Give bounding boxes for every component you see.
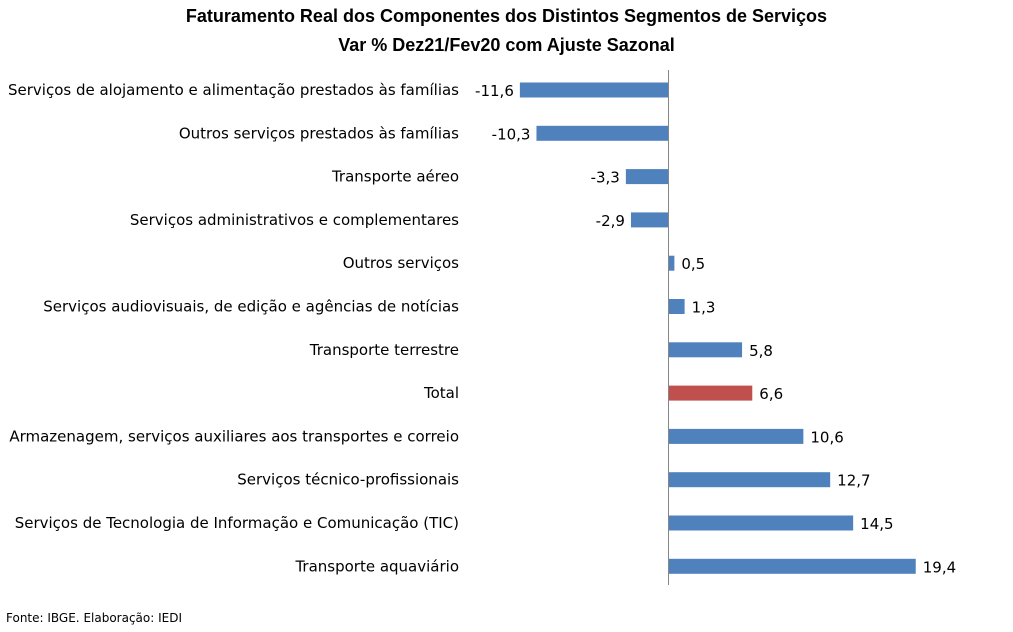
category-label-6: Transporte terrestre bbox=[309, 341, 459, 359]
category-label-0: Serviços de alojamento e alimentação pre… bbox=[8, 81, 459, 99]
value-label-5: 1,3 bbox=[692, 299, 716, 317]
bar-0 bbox=[519, 82, 668, 98]
bar-1 bbox=[536, 125, 668, 141]
value-label-4: 0,5 bbox=[681, 255, 705, 273]
bar-6 bbox=[668, 342, 743, 358]
category-label-4: Outros serviços bbox=[343, 254, 459, 272]
bar-2 bbox=[625, 169, 668, 185]
value-label-7: 6,6 bbox=[759, 385, 783, 403]
bar-5 bbox=[668, 299, 685, 314]
value-label-11: 19,4 bbox=[923, 558, 956, 576]
bar-3 bbox=[630, 212, 668, 228]
chart-subtitle: Var % Dez21/Fev20 com Ajuste Sazonal bbox=[338, 35, 675, 55]
bar-7 bbox=[668, 385, 753, 401]
category-label-8: Armazenagem, serviços auxiliares aos tra… bbox=[9, 427, 459, 445]
value-label-0: -11,6 bbox=[475, 82, 514, 100]
value-label-9: 12,7 bbox=[837, 472, 870, 490]
category-label-7: Total bbox=[423, 384, 459, 402]
category-label-11: Transporte aquaviário bbox=[294, 557, 459, 575]
bar-4 bbox=[668, 255, 675, 271]
category-label-3: Serviços administrativos e complementare… bbox=[130, 211, 459, 229]
category-label-5: Serviços audiovisuais, de edição e agênc… bbox=[43, 298, 459, 316]
bar-10 bbox=[668, 515, 854, 531]
value-label-3: -2,9 bbox=[596, 212, 625, 230]
value-label-8: 10,6 bbox=[810, 428, 843, 446]
category-label-1: Outros serviços prestados às famílias bbox=[179, 124, 459, 142]
value-label-2: -3,3 bbox=[591, 169, 620, 187]
chart-title: Faturamento Real dos Componentes dos Dis… bbox=[185, 6, 828, 26]
value-label-1: -10,3 bbox=[492, 125, 531, 143]
bar-9 bbox=[668, 472, 831, 488]
category-label-2: Transporte aéreo bbox=[331, 168, 459, 186]
category-label-10: Serviços de Tecnologia de Informação e C… bbox=[15, 514, 459, 532]
value-label-10: 14,5 bbox=[860, 515, 893, 533]
bar-11 bbox=[668, 558, 916, 574]
category-label-9: Serviços técnico-profissionais bbox=[237, 471, 459, 489]
bar-8 bbox=[668, 428, 804, 444]
source-note: Fonte: IBGE. Elaboração: IEDI bbox=[6, 611, 183, 625]
value-label-6: 5,8 bbox=[749, 342, 773, 360]
